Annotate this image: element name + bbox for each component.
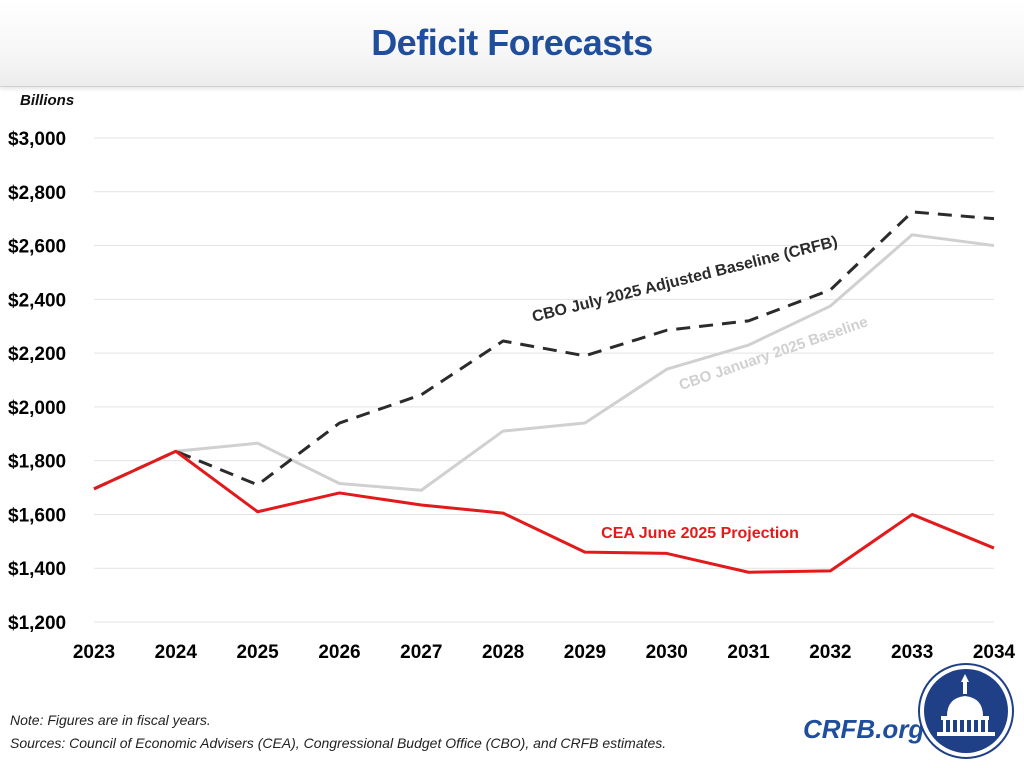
x-tick-label: 2032 — [809, 642, 851, 663]
page-title: Deficit Forecasts — [371, 22, 653, 63]
header-bar: Deficit Forecasts — [0, 0, 1024, 87]
y-tick-label: $1,400 — [8, 559, 66, 580]
y-axis-label: Billions — [20, 92, 74, 109]
deficit-line-chart: Billions $1,200 $1,400 $1,600 $1,800 $2,000 $2… — [8, 92, 1016, 663]
y-tick-label: $2,000 — [8, 398, 66, 419]
series-line-cbo-july-2025-adjusted-baseline-crfb — [93, 210, 995, 491]
sources-note: Sources: Council of Economic Advisers (C… — [10, 735, 667, 751]
y-tick-label: $1,200 — [8, 613, 66, 634]
x-tick-label: 2033 — [891, 642, 933, 663]
x-tick-label: 2031 — [727, 642, 770, 663]
x-tick-label: 2024 — [155, 642, 198, 663]
series-line-cea-june-2025-projection — [93, 449, 995, 574]
series-line-cbo-january-2025-baseline — [93, 233, 995, 492]
series-label: CBO July 2025 Adjusted Baseline (CRFB) — [530, 233, 839, 325]
x-tick-label: 2026 — [318, 642, 360, 663]
x-tick-label: 2030 — [646, 642, 688, 663]
y-tick-label: $2,800 — [8, 183, 66, 204]
x-tick-label: 2023 — [73, 642, 115, 663]
y-tick-label: $3,000 — [8, 129, 66, 150]
y-tick-label: $2,600 — [8, 237, 66, 258]
x-tick-label: 2027 — [400, 642, 442, 663]
y-tick-label: $2,200 — [8, 344, 66, 365]
x-tick-label: 2025 — [236, 642, 279, 663]
brand-link[interactable]: CRFB.org — [803, 714, 925, 744]
y-tick-label: $1,600 — [8, 505, 66, 526]
x-tick-label: 2029 — [564, 642, 606, 663]
y-tick-label: $2,400 — [8, 290, 66, 311]
y-tick-label: $1,800 — [8, 452, 66, 473]
footnote: Note: Figures are in fiscal years. — [10, 712, 211, 728]
crfb-seal-logo — [918, 663, 1014, 759]
x-tick-label: 2034 — [973, 642, 1016, 663]
x-tick-label: 2028 — [482, 642, 524, 663]
series-label: CEA June 2025 Projection — [601, 525, 799, 542]
